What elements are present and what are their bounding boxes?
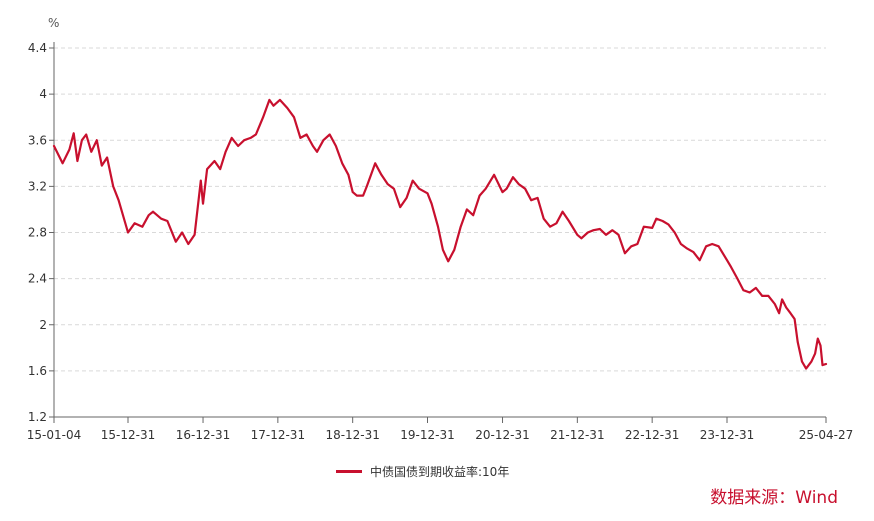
y-tick-label: 2 xyxy=(39,318,47,332)
x-axis-ticks: 15-01-04 15-12-31 16-12-31 17-12-31 18-12-31… xyxy=(27,417,853,442)
x-tick-label: 15-01-04 xyxy=(27,428,81,442)
y-tick-label: 3.2 xyxy=(28,179,47,193)
series-layer xyxy=(52,98,828,370)
y-axis-unit-label: % xyxy=(48,16,59,30)
y-tick-label: 2.4 xyxy=(28,272,47,286)
x-tick-label: 18-12-31 xyxy=(325,428,379,442)
legend-swatch xyxy=(336,470,362,473)
y-tick-label: 3.6 xyxy=(28,133,47,147)
axes xyxy=(53,42,826,418)
y-tick-label: 1.6 xyxy=(28,364,47,378)
x-tick-label: 16-12-31 xyxy=(176,428,230,442)
x-tick-label: 20-12-31 xyxy=(475,428,529,442)
gridlines xyxy=(54,47,826,372)
x-tick-label: 23-12-31 xyxy=(700,428,754,442)
x-tick-label: 19-12-31 xyxy=(400,428,454,442)
x-tick-label: 21-12-31 xyxy=(550,428,604,442)
x-tick-label: 22-12-31 xyxy=(625,428,679,442)
y-tick-label: 2.8 xyxy=(28,226,47,240)
x-tick-label: 15-12-31 xyxy=(101,428,155,442)
source-note: 数据来源：Wind xyxy=(710,488,838,508)
y-tick-label: 4 xyxy=(39,87,47,101)
x-tick-label: 25-04-27 xyxy=(799,428,853,442)
legend-label: 中债国债到期收益率:10年 xyxy=(370,465,510,479)
y-tick-label: 4.4 xyxy=(28,41,47,55)
series-line xyxy=(52,98,828,370)
y-axis-ticks: 1.2 1.6 2 2.4 2.8 3.2 3.6 4 4.4 xyxy=(28,41,54,424)
y-tick-label: 1.2 xyxy=(28,410,47,424)
legend: 中债国债到期收益率:10年 xyxy=(336,463,509,480)
x-tick-label: 17-12-31 xyxy=(251,428,305,442)
